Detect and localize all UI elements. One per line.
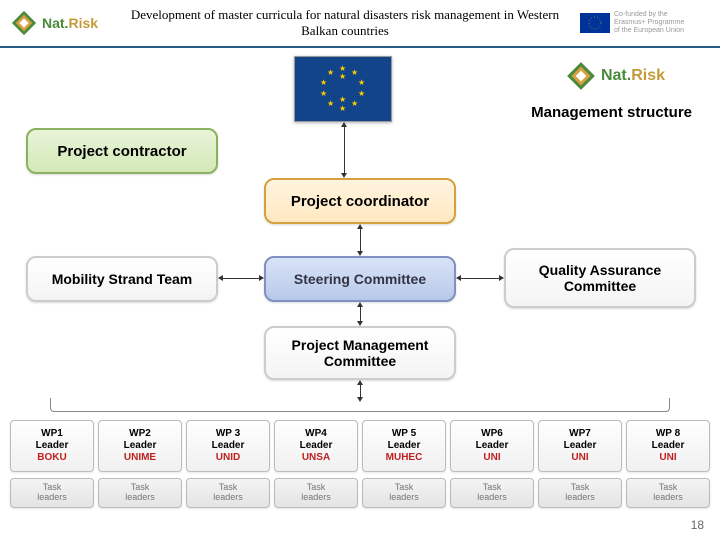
logo-text: Nat.Risk: [42, 15, 98, 31]
diamond-icon: [10, 9, 38, 37]
eu-flag-icon: [580, 13, 610, 33]
natrisk-logo-right: Nat.Risk: [565, 60, 665, 92]
wp-box: WP 3LeaderUNID: [186, 420, 270, 472]
arrow: [460, 278, 500, 279]
box-mobility: Mobility Strand Team: [26, 256, 218, 302]
eu-cofund-logo: Co-funded by theErasmus+ Programmeof the…: [580, 11, 710, 34]
eu-flag-large: ★★ ★★ ★★ ★★ ★★ ★★: [294, 56, 392, 122]
page-number: 18: [691, 518, 704, 532]
task-box: Taskleaders: [362, 478, 446, 508]
arrow: [360, 306, 361, 322]
wp-box: WP 8LeaderUNI: [626, 420, 710, 472]
bracket: [50, 398, 670, 412]
page-title: Development of master curricula for natu…: [110, 7, 580, 39]
box-qa: Quality Assurance Committee: [504, 248, 696, 308]
wp-box: WP2LeaderUNIME: [98, 420, 182, 472]
box-contractor: Project contractor: [26, 128, 218, 174]
wp-box: WP7LeaderUNI: [538, 420, 622, 472]
natrisk-logo-left: Nat.Risk: [10, 4, 110, 42]
arrow: [222, 278, 260, 279]
task-row: TaskleadersTaskleadersTaskleadersTasklea…: [10, 478, 710, 508]
arrow: [360, 228, 361, 252]
box-pmc: Project Management Committee: [264, 326, 456, 380]
task-box: Taskleaders: [98, 478, 182, 508]
task-box: Taskleaders: [626, 478, 710, 508]
box-coordinator: Project coordinator: [264, 178, 456, 224]
arrow: [344, 126, 345, 174]
arrow: [360, 384, 361, 398]
task-box: Taskleaders: [186, 478, 270, 508]
task-box: Taskleaders: [538, 478, 622, 508]
wp-box: WP4LeaderUNSA: [274, 420, 358, 472]
wp-box: WP1LeaderBOKU: [10, 420, 94, 472]
header: Nat.Risk Development of master curricula…: [0, 0, 720, 48]
cofund-text: Co-funded by theErasmus+ Programmeof the…: [614, 11, 684, 34]
wp-box: WP 5LeaderMUHEC: [362, 420, 446, 472]
mgmt-structure-title: Management structure: [531, 104, 692, 121]
wp-row: WP1LeaderBOKUWP2LeaderUNIMEWP 3LeaderUNI…: [10, 420, 710, 472]
diagram-area: ★★ ★★ ★★ ★★ ★★ ★★ Nat.Risk Management st…: [0, 48, 720, 538]
wp-box: WP6LeaderUNI: [450, 420, 534, 472]
diamond-icon: [565, 60, 597, 92]
task-box: Taskleaders: [274, 478, 358, 508]
task-box: Taskleaders: [450, 478, 534, 508]
task-box: Taskleaders: [10, 478, 94, 508]
box-steering: Steering Committee: [264, 256, 456, 302]
